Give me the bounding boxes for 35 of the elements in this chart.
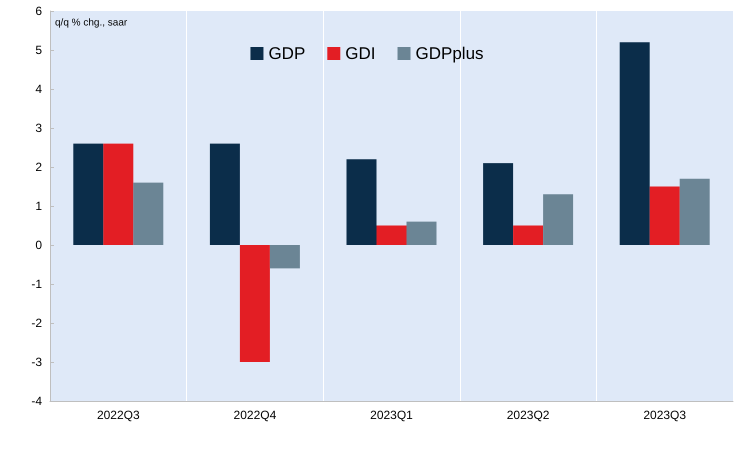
- x-tick-label: 2023Q3: [643, 408, 686, 422]
- y-tick-label: 6: [35, 4, 42, 18]
- bar: [346, 159, 376, 245]
- bar: [210, 144, 240, 245]
- x-tick-label: 2023Q1: [370, 408, 414, 422]
- bar: [73, 144, 104, 245]
- bar: [483, 163, 514, 245]
- y-tick-label: 0: [35, 238, 42, 252]
- bar: [406, 222, 436, 245]
- y-tick-label: 1: [35, 199, 42, 213]
- bar: [240, 245, 270, 362]
- legend-label: GDI: [345, 44, 376, 63]
- y-tick-label: -2: [31, 316, 42, 330]
- bar: [376, 226, 406, 245]
- bar: [620, 42, 650, 245]
- bar: [543, 194, 574, 245]
- y-tick-label: 3: [35, 121, 42, 135]
- bar: [680, 178, 710, 245]
- bar: [133, 182, 164, 245]
- x-tick-label: 2022Q4: [234, 408, 277, 422]
- bar: [650, 186, 680, 245]
- x-tick-label: 2023Q2: [506, 408, 550, 422]
- bar: [270, 245, 300, 268]
- y-tick-label: -3: [31, 355, 42, 369]
- bar: [513, 226, 544, 245]
- y-tick-label: -4: [31, 394, 42, 408]
- y-tick-label: 5: [35, 43, 42, 57]
- legend-label: GDP: [268, 44, 306, 63]
- y-tick-label: -1: [31, 277, 42, 291]
- legend-label: GDPplus: [416, 44, 484, 63]
- y-tick-label: 4: [35, 82, 42, 96]
- y-axis-title: q/q % chg., saar: [55, 18, 128, 28]
- x-tick-label: 2022Q3: [96, 408, 140, 422]
- y-tick-label: 2: [35, 160, 42, 174]
- bar: [103, 144, 134, 245]
